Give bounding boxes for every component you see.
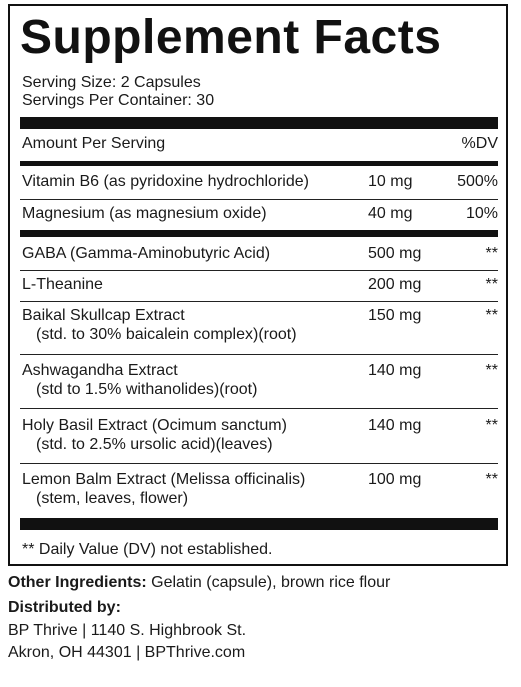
other-ingredients-text: Gelatin (capsule), brown rice flour <box>146 574 391 591</box>
ingredient-standardization: (std. to 2.5% ursolic acid)(leaves) <box>36 436 273 453</box>
ingredient-dv: ** <box>485 245 498 262</box>
row-divider <box>20 270 498 271</box>
nutrient-amount: 10 mg <box>368 173 413 190</box>
nutrient-dv: 500% <box>457 173 498 190</box>
other-ingredients-label: Other Ingredients: <box>8 574 147 591</box>
dv-label: %DV <box>461 135 498 152</box>
distributor-address-line-1: BP Thrive | 1140 S. Highbrook St. <box>8 622 247 639</box>
ingredient-name: L-Theanine <box>22 276 103 293</box>
ingredient-name: Ashwagandha Extract (std to 1.5% withano… <box>22 361 257 399</box>
ingredient-name: Holy Basil Extract (Ocimum sanctum) (std… <box>22 416 287 454</box>
ingredient-standardization: (std to 1.5% withanolides)(root) <box>36 381 258 398</box>
panel-title: Supplement Facts <box>20 11 442 64</box>
ingredient-amount: 500 mg <box>368 245 422 262</box>
ingredient-title: Lemon Balm Extract (Melissa officinalis) <box>22 471 306 488</box>
supplement-facts-panel: Supplement Facts Serving Size: 2 Capsule… <box>8 4 508 566</box>
medium-divider <box>20 161 498 166</box>
serving-size: Serving Size: 2 Capsules <box>22 74 201 91</box>
distributor-label: Distributed by: <box>8 599 121 616</box>
thick-divider <box>20 518 498 530</box>
ingredient-dv: ** <box>485 307 498 324</box>
nutrient-name: Magnesium (as magnesium oxide) <box>22 205 267 222</box>
other-ingredients: Other Ingredients: Gelatin (capsule), br… <box>8 573 390 593</box>
thick-divider <box>20 117 498 129</box>
ingredient-dv: ** <box>485 362 498 379</box>
distributor-address-line-2: Akron, OH 44301 | BPThrive.com <box>8 644 246 661</box>
amount-per-serving-label: Amount Per Serving <box>22 135 166 152</box>
servings-per-container: Servings Per Container: 30 <box>22 92 215 109</box>
ingredient-name: Baikal Skullcap Extract (std. to 30% bai… <box>22 306 297 344</box>
nutrient-amount: 40 mg <box>368 205 413 222</box>
ingredient-amount: 140 mg <box>368 362 422 379</box>
ingredient-amount: 140 mg <box>368 417 422 434</box>
row-divider <box>20 301 498 302</box>
ingredient-amount: 100 mg <box>368 471 422 488</box>
row-divider <box>20 408 498 409</box>
ingredient-amount: 150 mg <box>368 307 422 324</box>
ingredient-name: GABA (Gamma-Aminobutyric Acid) <box>22 245 271 262</box>
ingredient-dv: ** <box>485 276 498 293</box>
nutrient-name: Vitamin B6 (as pyridoxine hydrochloride) <box>22 173 309 190</box>
row-divider <box>20 354 498 355</box>
ingredient-title: Ashwagandha Extract <box>22 362 178 379</box>
ingredient-name: Lemon Balm Extract (Melissa officinalis)… <box>22 470 305 508</box>
row-divider <box>20 463 498 464</box>
amount-header: Amount Per Serving %DV <box>20 131 498 157</box>
row-divider <box>20 199 498 200</box>
ingredient-amount: 200 mg <box>368 276 422 293</box>
ingredient-title: Holy Basil Extract (Ocimum sanctum) <box>22 417 287 434</box>
ingredient-dv: ** <box>485 471 498 488</box>
ingredient-title: Baikal Skullcap Extract <box>22 307 185 324</box>
ingredient-standardization: (stem, leaves, flower) <box>36 490 189 507</box>
medium-divider <box>20 230 498 237</box>
nutrient-dv: 10% <box>465 205 498 222</box>
ingredient-dv: ** <box>485 417 498 434</box>
daily-value-footnote: ** Daily Value (DV) not established. <box>22 541 273 558</box>
ingredient-standardization: (std. to 30% baicalein complex)(root) <box>36 326 297 343</box>
